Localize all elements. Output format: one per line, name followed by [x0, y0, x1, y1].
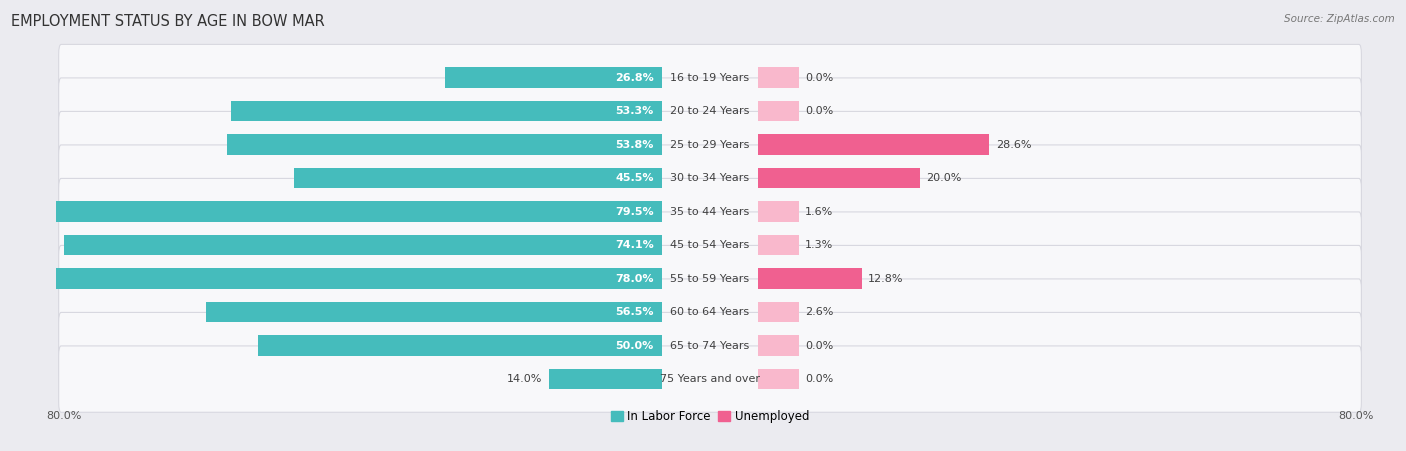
Bar: [205, 302, 662, 322]
Bar: [758, 101, 799, 121]
Text: EMPLOYMENT STATUS BY AGE IN BOW MAR: EMPLOYMENT STATUS BY AGE IN BOW MAR: [11, 14, 325, 28]
Bar: [294, 168, 662, 189]
Text: 75 Years and over: 75 Years and over: [659, 374, 761, 384]
Text: 53.8%: 53.8%: [616, 139, 654, 150]
Bar: [758, 134, 990, 155]
Text: 2.6%: 2.6%: [806, 307, 834, 317]
FancyBboxPatch shape: [59, 279, 1361, 345]
Text: 0.0%: 0.0%: [806, 341, 834, 350]
Bar: [232, 101, 662, 121]
FancyBboxPatch shape: [59, 212, 1361, 278]
FancyBboxPatch shape: [59, 78, 1361, 144]
Bar: [228, 134, 662, 155]
Text: 55 to 59 Years: 55 to 59 Years: [671, 274, 749, 284]
Bar: [758, 201, 799, 222]
Text: 0.0%: 0.0%: [806, 374, 834, 384]
Text: 0.0%: 0.0%: [806, 73, 834, 83]
Bar: [758, 268, 862, 289]
FancyBboxPatch shape: [59, 313, 1361, 379]
FancyBboxPatch shape: [59, 44, 1361, 111]
Text: 65 to 74 Years: 65 to 74 Years: [671, 341, 749, 350]
Text: 45 to 54 Years: 45 to 54 Years: [671, 240, 749, 250]
Text: 45.5%: 45.5%: [614, 173, 654, 183]
Text: 1.6%: 1.6%: [806, 207, 834, 216]
FancyBboxPatch shape: [59, 245, 1361, 312]
Text: 25 to 29 Years: 25 to 29 Years: [671, 139, 749, 150]
Text: 53.3%: 53.3%: [616, 106, 654, 116]
Bar: [758, 235, 799, 255]
Bar: [758, 302, 799, 322]
Text: 78.0%: 78.0%: [614, 274, 654, 284]
Text: 12.8%: 12.8%: [869, 274, 904, 284]
Text: 56.5%: 56.5%: [614, 307, 654, 317]
Bar: [20, 201, 662, 222]
Text: 35 to 44 Years: 35 to 44 Years: [671, 207, 749, 216]
Text: 20.0%: 20.0%: [927, 173, 962, 183]
Text: 1.3%: 1.3%: [806, 240, 834, 250]
Bar: [548, 369, 662, 390]
Bar: [758, 369, 799, 390]
Text: 28.6%: 28.6%: [995, 139, 1031, 150]
FancyBboxPatch shape: [59, 179, 1361, 245]
Bar: [758, 168, 920, 189]
Text: 20 to 24 Years: 20 to 24 Years: [671, 106, 749, 116]
Text: 14.0%: 14.0%: [506, 374, 543, 384]
Legend: In Labor Force, Unemployed: In Labor Force, Unemployed: [606, 406, 814, 428]
Bar: [446, 67, 662, 88]
Bar: [758, 67, 799, 88]
Text: Source: ZipAtlas.com: Source: ZipAtlas.com: [1284, 14, 1395, 23]
Text: 60 to 64 Years: 60 to 64 Years: [671, 307, 749, 317]
Text: 26.8%: 26.8%: [614, 73, 654, 83]
Text: 50.0%: 50.0%: [616, 341, 654, 350]
Text: 0.0%: 0.0%: [806, 106, 834, 116]
Bar: [259, 335, 662, 356]
Bar: [63, 235, 662, 255]
Text: 16 to 19 Years: 16 to 19 Years: [671, 73, 749, 83]
Text: 30 to 34 Years: 30 to 34 Years: [671, 173, 749, 183]
FancyBboxPatch shape: [59, 145, 1361, 211]
Bar: [758, 335, 799, 356]
Text: 74.1%: 74.1%: [614, 240, 654, 250]
Text: 79.5%: 79.5%: [614, 207, 654, 216]
FancyBboxPatch shape: [59, 346, 1361, 412]
FancyBboxPatch shape: [59, 111, 1361, 178]
Bar: [32, 268, 662, 289]
